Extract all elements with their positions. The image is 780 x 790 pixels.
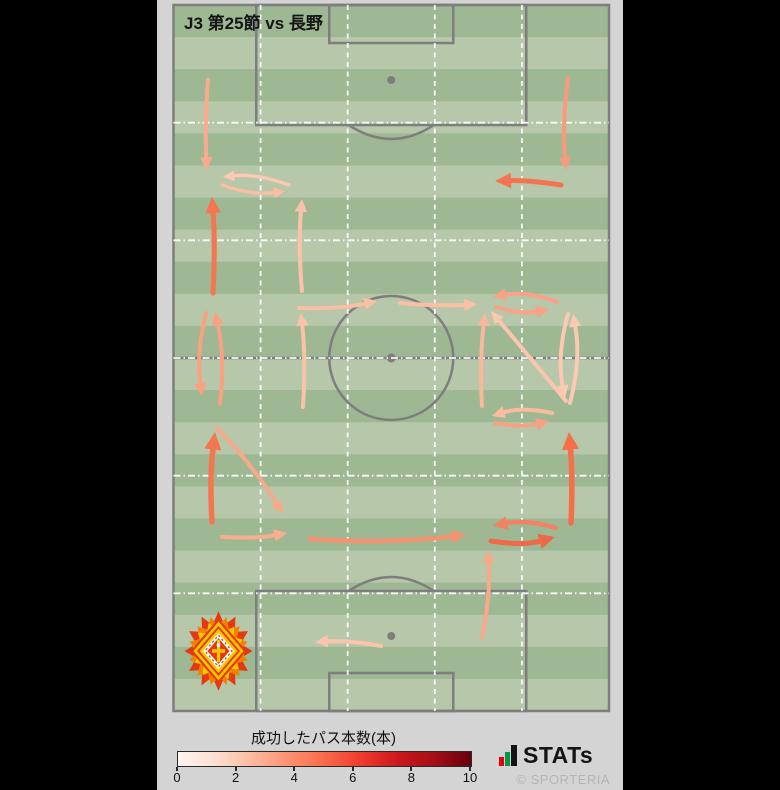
- pass-arrow: [323, 639, 383, 648]
- colorbar-label: 成功したパス本数(本): [251, 730, 396, 747]
- pass-arrow-head: [223, 170, 235, 182]
- copyright-text: © SPORTERIA: [516, 772, 610, 787]
- zone-grid: [173, 5, 609, 711]
- pass-arrow-head: [200, 156, 213, 170]
- pass-arrow: [494, 305, 541, 315]
- logo-bar-green: [505, 752, 510, 766]
- pass-arrows: [194, 76, 582, 648]
- pass-arrow-head: [492, 406, 507, 418]
- pass-arrow-head: [493, 288, 507, 301]
- logo-bar-black: [511, 745, 517, 766]
- pass-arrow: [502, 519, 559, 531]
- chart-canvas: J3 第25節 vs 長野 成功したパス本数(本) 0 2 4 6 8 10 STATs …: [157, 0, 623, 790]
- bar-chart-icon: [499, 745, 518, 766]
- pass-arrow-head: [477, 313, 490, 327]
- pass-arrow: [398, 301, 469, 308]
- pass-arrow: [500, 407, 554, 415]
- pass-arrow-head: [491, 311, 504, 325]
- pass-arrow: [203, 78, 210, 162]
- pass-arrow-head: [535, 305, 549, 318]
- pass-arrow: [562, 76, 570, 162]
- pass-arrow: [210, 208, 217, 296]
- pass-arrow: [568, 322, 580, 405]
- pass-arrow-head: [273, 187, 285, 199]
- pass-arrow: [488, 538, 545, 546]
- pass-arrow-head: [463, 298, 477, 312]
- pass-arrow: [215, 426, 280, 507]
- pass-arrow-head: [535, 418, 549, 431]
- stats-logo-text: STATs: [523, 742, 594, 768]
- pass-arrow-head: [204, 432, 222, 451]
- pass-arrow-head: [271, 499, 283, 514]
- team-crest: [184, 611, 253, 691]
- logo-bar-red: [499, 757, 504, 766]
- pass-arrow-head: [562, 432, 580, 451]
- pass-arrow-head: [537, 533, 555, 549]
- pass-arrow: [506, 178, 564, 188]
- pass-arrow-head: [495, 172, 512, 189]
- pass-arrow-head: [294, 199, 308, 213]
- pass-arrow: [300, 321, 307, 409]
- pass-arrow-head: [273, 529, 287, 542]
- pass-arrow: [493, 421, 541, 428]
- pass-arrow: [495, 317, 568, 403]
- colorbar-gradient: [177, 751, 472, 767]
- pass-arrow-head: [493, 516, 509, 530]
- pass-arrow-head: [194, 382, 207, 396]
- pass-arrow-head: [556, 384, 569, 398]
- pass-arrow-head: [205, 197, 221, 214]
- pass-arrow: [215, 320, 225, 406]
- pass-arrow-head: [482, 550, 496, 564]
- pass-arrow: [480, 558, 492, 639]
- pass-arrow: [230, 173, 291, 187]
- page-title: J3 第25節 vs 長野: [184, 14, 323, 33]
- pass-arrow: [501, 291, 559, 304]
- pass-arrow-head: [296, 313, 309, 327]
- pass-arrow-head: [558, 156, 572, 170]
- pass-arrow: [479, 321, 486, 408]
- pass-arrow: [558, 312, 570, 390]
- pass-arrow: [208, 444, 216, 525]
- pass-arrow: [220, 532, 279, 540]
- pass-arrow: [197, 311, 208, 388]
- pass-arrow: [307, 534, 456, 544]
- pass-arrow-head: [211, 312, 224, 326]
- pass-arrow-head: [569, 314, 582, 328]
- stats-logo: STATs: [499, 742, 594, 768]
- pass-arrow: [297, 301, 369, 311]
- pass-arrow-head: [315, 635, 329, 648]
- pass-arrow: [567, 444, 575, 526]
- pass-arrow: [297, 207, 304, 293]
- pass-arrow-head: [450, 529, 466, 544]
- pass-arrow-head: [363, 297, 377, 310]
- pass-arrow: [220, 183, 278, 196]
